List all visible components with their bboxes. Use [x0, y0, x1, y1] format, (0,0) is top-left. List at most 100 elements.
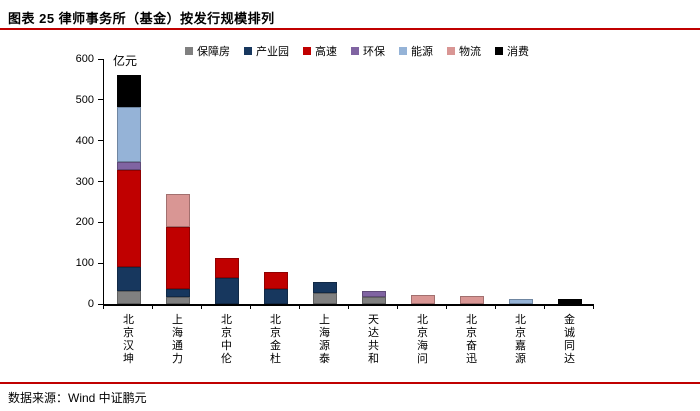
- category-label: 北 京 金 杜: [270, 314, 281, 365]
- legend-swatch-icon: [244, 47, 252, 55]
- y-axis-tick-label: 500: [75, 93, 94, 106]
- y-axis-tick-label: 200: [75, 216, 94, 229]
- x-axis-tick: [544, 304, 545, 309]
- y-axis-tick: [98, 58, 103, 60]
- x-axis-tick: [299, 304, 300, 309]
- legend-swatch-icon: [185, 47, 193, 55]
- legend-label: 高速: [315, 46, 337, 58]
- stacked-bar: [508, 298, 533, 304]
- bar-segment-能源: [508, 298, 533, 304]
- y-axis-tick: [98, 181, 103, 182]
- bar-segment-环保: [116, 162, 141, 170]
- category-label: 上 海 通 力: [172, 314, 183, 365]
- legend-label: 能源: [411, 46, 433, 58]
- legend-item: 保障房: [185, 43, 230, 59]
- y-axis-tick: [98, 140, 103, 142]
- bars-container: [104, 59, 594, 304]
- legend-swatch-icon: [399, 47, 407, 55]
- bar-slot: [251, 59, 300, 304]
- x-axis-tick: [397, 304, 398, 309]
- legend-item: 能源: [399, 43, 433, 59]
- y-axis-tick: [98, 303, 103, 305]
- y-axis-unit-label: 亿元: [113, 54, 138, 68]
- y-axis-tick: [98, 221, 103, 223]
- category-label: 上 海 源 泰: [319, 314, 330, 365]
- legend-swatch-icon: [351, 47, 359, 55]
- legend-item: 物流: [447, 43, 481, 59]
- category-label: 北 京 奋 迅: [466, 314, 477, 365]
- bar-slot: [496, 59, 545, 304]
- bar-segment-产业园: [214, 278, 239, 304]
- x-axis-tick: [152, 304, 153, 309]
- bar-slot: [104, 59, 153, 304]
- chart: 保障房 产业园 高速 环保 能源 物流 消费 亿元 600 500 400 300 200 100 0 …: [0, 30, 700, 382]
- y-axis-tick-label: 400: [75, 134, 94, 147]
- x-axis-tick: [446, 304, 447, 309]
- bar-segment-高速: [214, 258, 239, 279]
- y-axis-tick-label: 100: [75, 257, 94, 270]
- y-axis-tick-label: 0: [87, 298, 94, 310]
- x-axis-tick: [495, 304, 496, 309]
- bar-segment-保障房: [116, 290, 141, 304]
- bar-slot: [447, 59, 496, 304]
- bar-slot: [398, 59, 447, 304]
- bar-segment-消费: [116, 75, 141, 107]
- legend-item: 环保: [351, 43, 385, 59]
- x-axis-tick: [593, 304, 594, 309]
- bar-segment-高速: [165, 226, 190, 290]
- legend-label: 环保: [363, 46, 385, 58]
- legend-label: 产业园: [256, 46, 289, 58]
- legend-item: 消费: [495, 43, 529, 59]
- bar-segment-产业园: [312, 281, 337, 294]
- bar-segment-保障房: [312, 293, 337, 304]
- legend-swatch-icon: [495, 47, 503, 55]
- bar-segment-物流: [410, 294, 435, 304]
- data-source-note: 数据来源：Wind 中证鹏元: [0, 382, 700, 411]
- category-label: 北 京 中 伦: [221, 314, 232, 365]
- x-axis-tick: [201, 304, 202, 309]
- y-axis-tick: [98, 99, 103, 101]
- stacked-bar: [459, 296, 484, 304]
- bar-slot: [202, 59, 251, 304]
- stacked-bar: [116, 75, 141, 304]
- legend-item: 高速: [303, 43, 337, 59]
- bar-segment-消费: [557, 299, 582, 304]
- bar-segment-环保: [361, 290, 386, 298]
- bar-segment-产业园: [263, 288, 288, 304]
- bar-segment-高速: [263, 271, 288, 289]
- x-axis-tick: [348, 304, 349, 309]
- bar-segment-保障房: [361, 297, 386, 304]
- plot-area: 600 500 400 300 200 100 0 北 京 汉 坤 上 海 通 力 北 京 中 …: [76, 53, 594, 365]
- stacked-bar: [263, 271, 288, 304]
- category-label: 天 达 共 和: [368, 314, 379, 365]
- legend-swatch-icon: [303, 47, 311, 55]
- bar-segment-高速: [116, 169, 141, 268]
- y-axis-tick-label: 300: [75, 175, 94, 188]
- legend-swatch-icon: [447, 47, 455, 55]
- legend-label: 物流: [459, 46, 481, 58]
- x-axis-tick: [103, 304, 104, 309]
- category-label: 北 京 海 问: [417, 314, 428, 365]
- bar-slot: [300, 59, 349, 304]
- bar-segment-物流: [165, 194, 190, 227]
- legend-item: 产业园: [244, 43, 289, 59]
- bar-segment-物流: [459, 296, 484, 304]
- y-axis-tick-label: 600: [75, 53, 94, 65]
- stacked-bar: [214, 258, 239, 304]
- legend: 保障房 产业园 高速 环保 能源 物流 消费: [185, 43, 529, 59]
- bar-segment-保障房: [165, 297, 190, 304]
- legend-label: 保障房: [197, 46, 230, 58]
- bar-slot: [349, 59, 398, 304]
- stacked-bar: [410, 294, 435, 304]
- bar-segment-能源: [116, 106, 141, 163]
- bar-slot: [153, 59, 202, 304]
- bar-segment-产业园: [165, 289, 190, 298]
- category-labels: 北 京 汉 坤上 海 通 力北 京 中 伦北 京 金 杜上 海 源 泰天 达 共…: [104, 314, 594, 366]
- category-label: 金 诚 同 达: [564, 314, 575, 365]
- page-title: 图表 25 律师事务所（基金）按发行规模排列: [0, 0, 700, 30]
- x-axis-tick: [250, 304, 251, 309]
- category-label: 北 京 汉 坤: [123, 314, 134, 365]
- bar-segment-产业园: [116, 267, 141, 291]
- bar-slot: [545, 59, 594, 304]
- legend-label: 消费: [507, 46, 529, 58]
